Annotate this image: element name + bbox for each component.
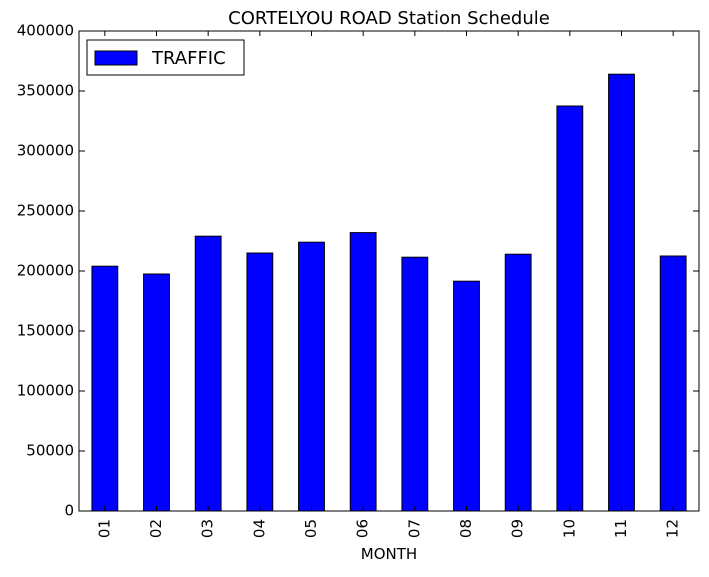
bar-10: [556, 105, 584, 512]
x-tick-label-12: 12: [664, 519, 682, 538]
x-axis-label: MONTH: [361, 545, 417, 563]
y-tick-label-100000: 100000: [17, 382, 74, 400]
y-tick-label-0: 0: [64, 502, 74, 520]
y-tick-label-400000: 400000: [17, 22, 74, 40]
bar-07: [401, 256, 429, 512]
bar-01: [91, 265, 119, 512]
legend-label: TRAFFIC: [151, 48, 226, 69]
bar-11: [608, 73, 635, 512]
x-tick-label-06: 06: [354, 519, 372, 538]
bar-05: [298, 241, 325, 512]
chart-title: CORTELYOU ROAD Station Schedule: [228, 8, 550, 29]
bar-12: [659, 255, 687, 512]
x-tick-label-04: 04: [250, 519, 268, 538]
plot-frame: [78, 30, 700, 512]
x-tick-label-01: 01: [95, 519, 113, 538]
legend: TRAFFIC: [86, 39, 245, 76]
bar-08: [453, 280, 480, 512]
x-tick-label-07: 07: [405, 519, 423, 538]
plot-area: [79, 31, 699, 511]
y-tick-label-150000: 150000: [17, 322, 74, 340]
y-tick-label-50000: 50000: [26, 442, 74, 460]
y-axis: 0 50000 100000 150000 200000 250000 300000 3500…: [17, 22, 699, 520]
y-tick-label-300000: 300000: [17, 142, 74, 160]
x-axis: 01 02 03 04 05 06 07 08 09 10 11 12: [95, 31, 682, 538]
x-tick-label-11: 11: [612, 519, 630, 538]
x-tick-label-09: 09: [509, 519, 527, 538]
bar-06: [349, 232, 377, 512]
y-tick-label-250000: 250000: [17, 202, 74, 220]
bar-04: [246, 252, 274, 512]
y-tick-label-200000: 200000: [17, 262, 74, 280]
legend-swatch: [94, 50, 138, 66]
y-tick-label-350000: 350000: [17, 82, 74, 100]
x-tick-label-08: 08: [457, 519, 475, 538]
bar-09: [504, 253, 532, 512]
x-tick-label-05: 05: [302, 519, 320, 538]
x-tick-label-10: 10: [560, 519, 578, 538]
bar-02: [143, 273, 170, 512]
x-tick-label-03: 03: [199, 519, 217, 538]
bar-03: [194, 235, 222, 512]
x-tick-label-02: 02: [147, 519, 165, 538]
bars-layer: [91, 73, 687, 512]
